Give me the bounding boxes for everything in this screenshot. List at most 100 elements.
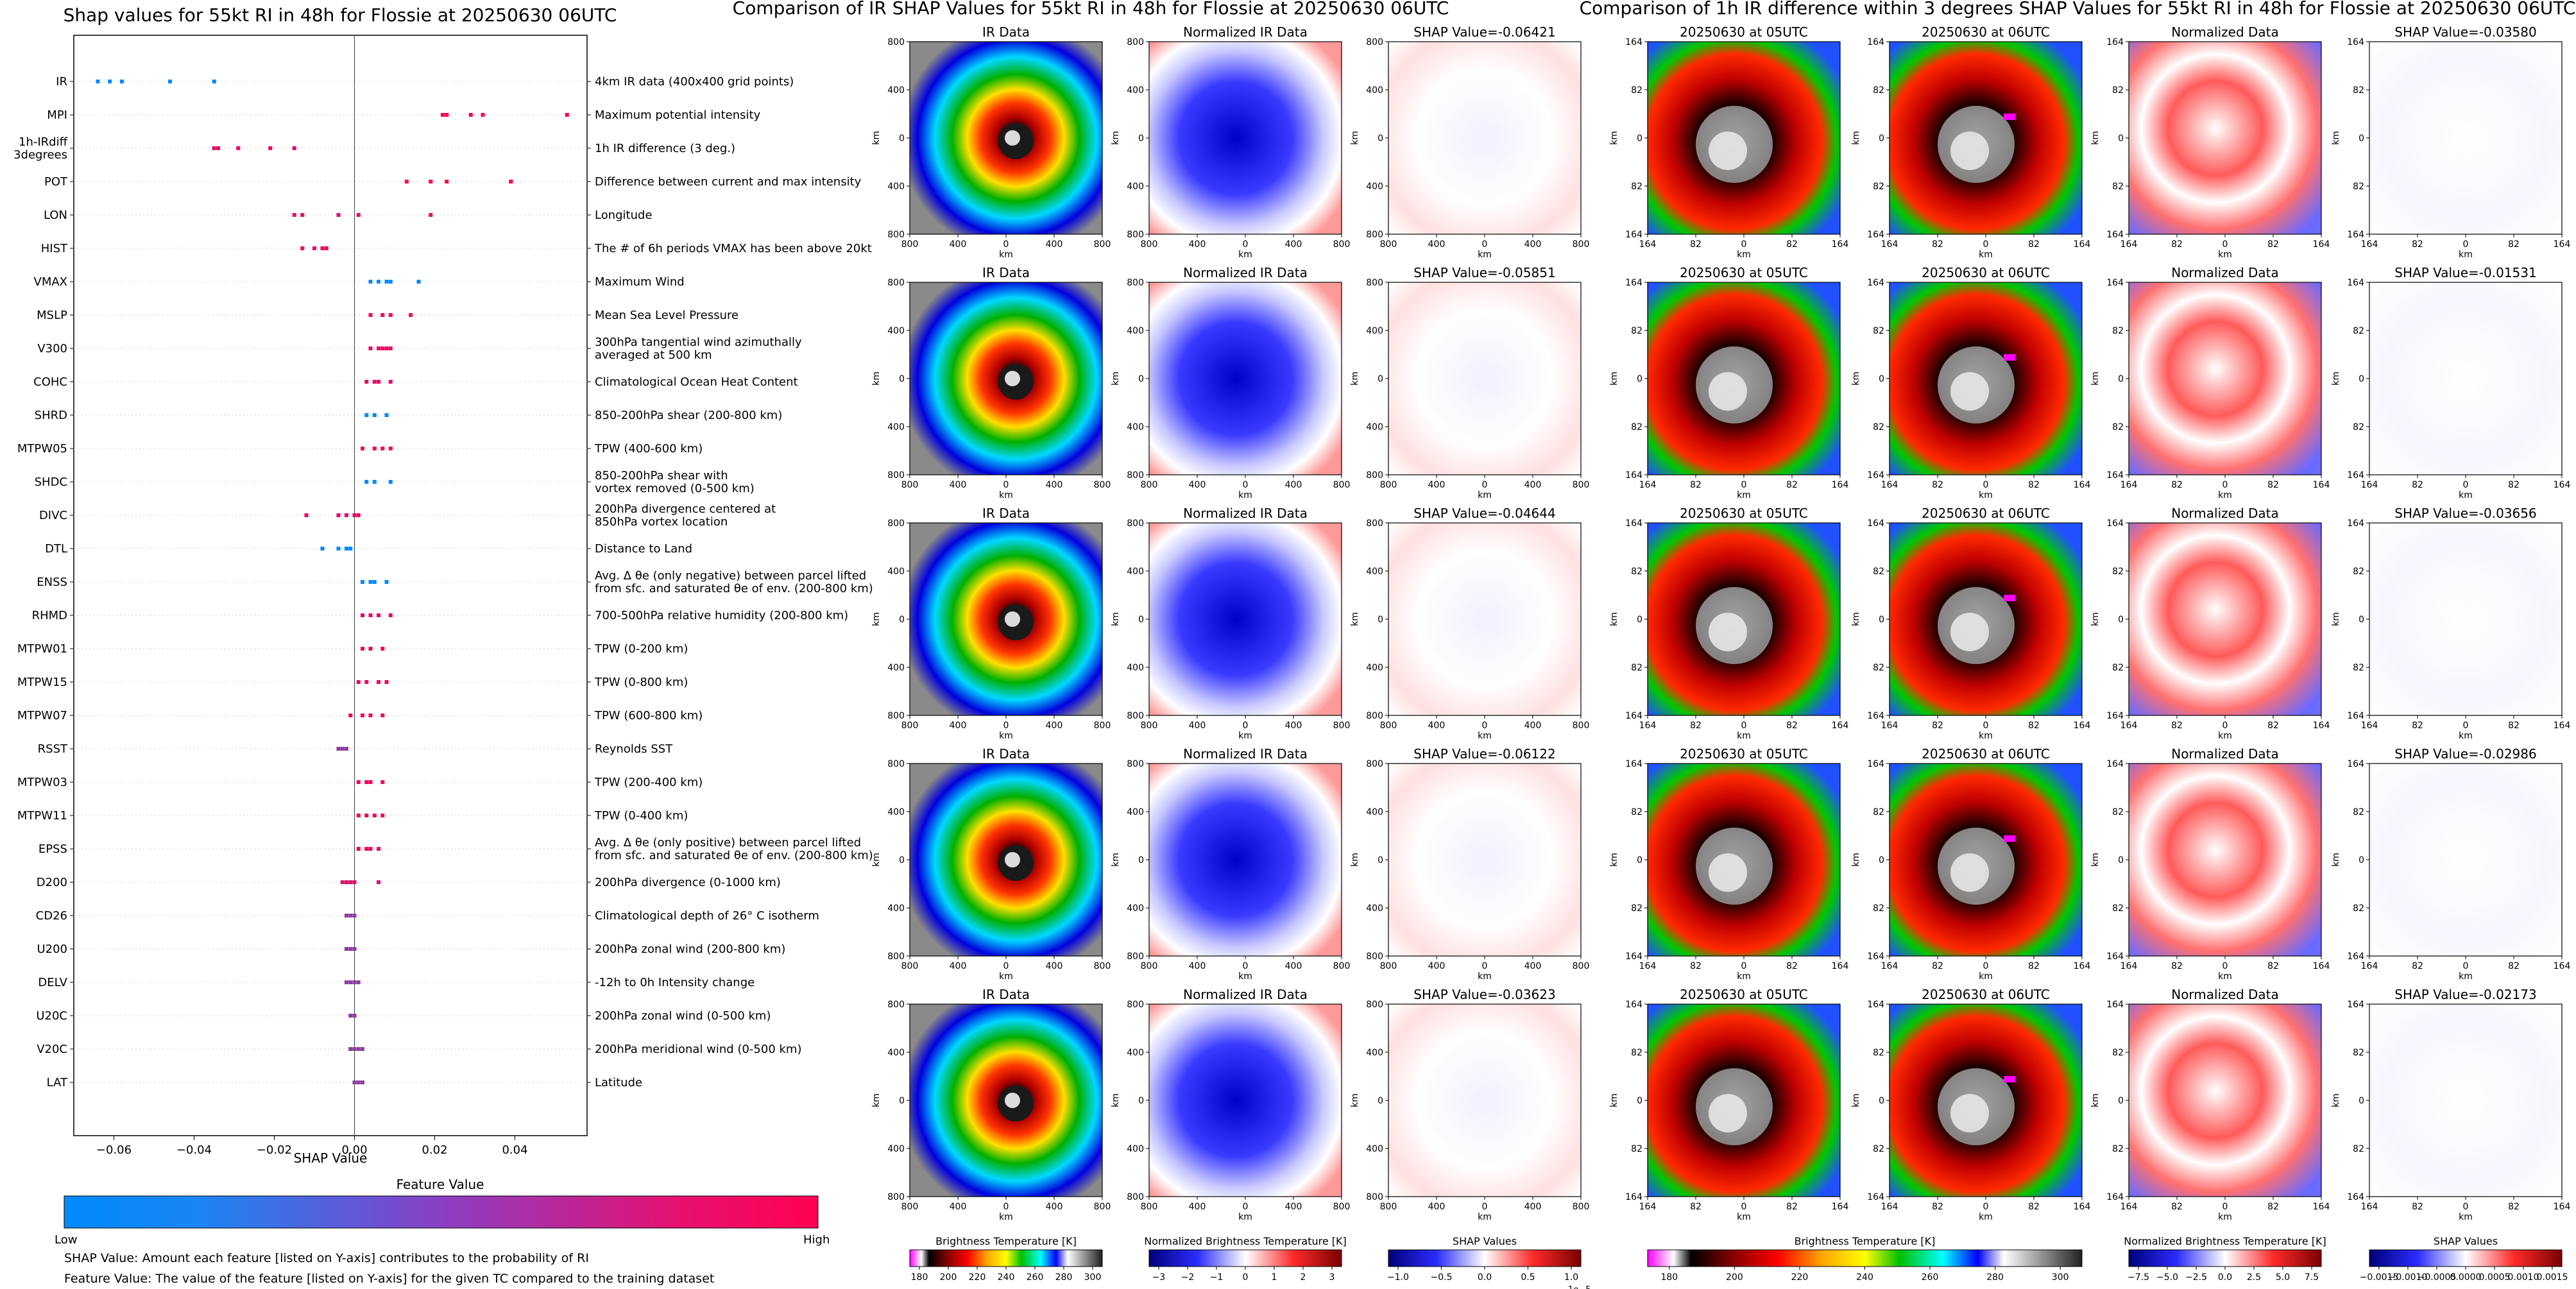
colorbar-tick-label: 180	[1660, 1272, 1678, 1283]
panel-y-tick-label: 800	[1366, 711, 1383, 721]
panel-y-axis-label: km	[871, 853, 882, 867]
panel-y-tick-label: 0	[1378, 615, 1383, 625]
panel-x-tick-label: 400	[1046, 1202, 1063, 1212]
panel-y-tick-label: 800	[1127, 37, 1144, 47]
feature-description: -12h to 0h Intensity change	[595, 976, 755, 989]
feature-description: Mean Sea Level Pressure	[595, 309, 738, 322]
panel-y-tick-label: 800	[1366, 759, 1383, 769]
panel-y-tick-label: 400	[1366, 567, 1383, 577]
colorbar-tick-label: 220	[969, 1272, 986, 1283]
feature-description: 850-200hPa shear (200-800 km)	[595, 409, 782, 422]
panel-y-axis-label: km	[2331, 371, 2341, 386]
panel-x-axis-label: km	[1979, 971, 1993, 982]
shap-point	[352, 513, 357, 517]
panel-y-tick-label: 0	[899, 374, 905, 384]
panel-y-tick-label: 400	[887, 663, 905, 673]
storm-eye	[1005, 852, 1020, 867]
panel-y-tick-label: 82	[1631, 663, 1642, 673]
panel-y-tick-label: 400	[887, 567, 905, 577]
panel-x-tick-label: 0	[2463, 239, 2469, 250]
panel-y-tick-label: 0	[1637, 615, 1642, 625]
panel-y-tick-label: 164	[2106, 952, 2124, 962]
shap-point	[352, 947, 357, 951]
panel-title: SHAP Value=-0.06421	[1413, 24, 1555, 40]
panel-x-tick-label: 400	[1285, 1202, 1302, 1212]
panel-y-tick-label: 82	[1631, 422, 1642, 432]
panel-y-tick-label: 400	[1127, 326, 1144, 336]
panel-y-tick-label: 164	[1867, 1192, 1884, 1202]
cold-core-center	[1950, 132, 1989, 170]
colorbar-rect	[2369, 1249, 2563, 1267]
panel-x-tick-label: 800	[1141, 480, 1158, 490]
footnote-shap: SHAP Value: Amount each feature [listed …	[64, 1251, 589, 1265]
panel-y-tick-label: 164	[2347, 759, 2364, 769]
panel-y-tick-label: 0	[1138, 855, 1144, 866]
panel-title: IR Data	[982, 506, 1030, 521]
cold-core-center	[1709, 613, 1747, 651]
panel-y-tick-label: 82	[1873, 903, 1884, 914]
shap-point	[236, 146, 241, 150]
panel-x-axis-label: km	[1737, 1212, 1751, 1222]
shap-point	[368, 847, 373, 851]
shap-point	[348, 980, 353, 984]
panel-y-tick-label: 82	[1631, 567, 1642, 577]
panel-x-tick-label: 164	[1881, 1202, 1898, 1212]
cold-core-center	[1950, 372, 1989, 411]
colorbar-tick-label: 0.0000	[2450, 1272, 2482, 1283]
panel-x-tick-label: 0	[1243, 480, 1249, 490]
colorbar-tick-label: 260	[1027, 1272, 1044, 1283]
panel-y-tick-label: 400	[1366, 1048, 1383, 1058]
feature-label: U20C	[36, 1009, 67, 1023]
panel-x-tick-label: 400	[1524, 721, 1542, 731]
panel-y-tick-label: 800	[887, 1000, 905, 1010]
shap-point	[364, 780, 369, 784]
shap-point	[384, 280, 389, 284]
feature-description: TPW (0-400 km)	[594, 809, 688, 823]
panel-y-tick-label: 800	[1366, 518, 1383, 529]
panel-x-axis-label: km	[1478, 1212, 1492, 1222]
panel-x-tick-label: 400	[1428, 721, 1446, 731]
shap-point	[481, 113, 485, 117]
image-colorbar: SHAP Values −1.0 −0.5 0.0 0.5 1.0 1e−5	[1387, 1235, 1591, 1289]
feature-description: TPW (400-600 km)	[594, 442, 703, 456]
panel-x-axis-label: km	[2459, 731, 2473, 741]
panel-x-tick-label: 800	[901, 1202, 919, 1212]
feature-label: U200	[37, 943, 67, 956]
shap-point	[361, 1047, 364, 1051]
colorbar-tick-label: −3	[1152, 1272, 1166, 1283]
panel-x-axis-label: km	[999, 971, 1013, 982]
panel-y-tick-label: 164	[2106, 37, 2124, 47]
panel-x-tick-label: 800	[1094, 239, 1111, 250]
panel-image	[2369, 764, 2562, 956]
panel-x-tick-label: 0	[1983, 721, 1989, 731]
panel-y-tick-label: 400	[1366, 807, 1383, 817]
feature-descriptions: 4km IR data (400x400 grid points) Maximum…	[594, 75, 873, 1089]
panel-x-tick-label: 800	[1380, 1202, 1397, 1212]
panel-y-tick-label: 164	[2106, 230, 2124, 240]
panel-x-tick-label: 82	[2508, 961, 2520, 971]
shap-point	[416, 280, 421, 284]
shap-point	[368, 346, 373, 350]
panel-title: 20250630 at 06UTC	[1922, 265, 2050, 280]
panel-title: SHAP Value=-0.01531	[2394, 265, 2536, 280]
shap-point	[441, 113, 445, 117]
panel-x-axis-label: km	[2218, 250, 2232, 260]
panel-y-tick-label: 800	[1127, 518, 1144, 529]
panel-y-tick-label: 164	[1625, 952, 1642, 962]
panel-y-tick-label: 800	[887, 952, 905, 962]
panel-y-tick-label: 164	[1625, 230, 1642, 240]
shap-point	[377, 880, 380, 884]
panel-x-tick-label: 800	[1380, 961, 1397, 971]
panel-y-tick-label: 82	[1873, 1144, 1884, 1154]
panel-x-tick-label: 0	[1243, 239, 1249, 250]
feature-description: The # of 6h periods VMAX has been above …	[594, 242, 872, 255]
panel-y-tick-label: 800	[1366, 1192, 1383, 1202]
shap-point	[324, 246, 328, 250]
panel-title: Normalized IR Data	[1183, 987, 1308, 1002]
shap-point	[380, 447, 385, 450]
panel-x-tick-label: 400	[1428, 480, 1446, 490]
panel-y-tick-label: 0	[1378, 133, 1383, 144]
